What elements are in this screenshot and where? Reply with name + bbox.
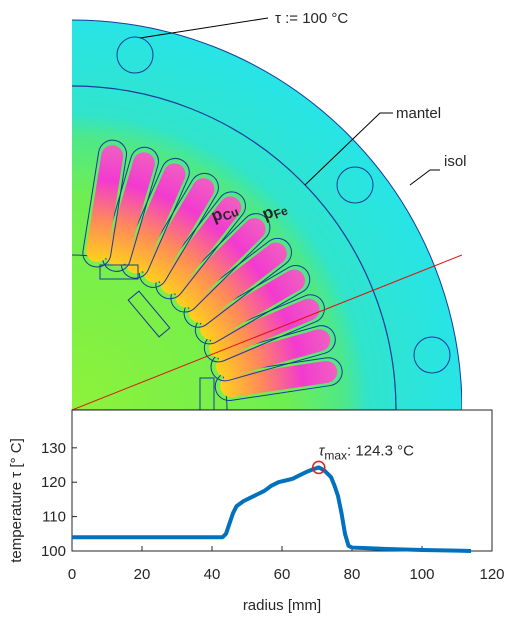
slot: [155, 191, 246, 300]
radius-line: [72, 254, 462, 410]
slot-heat: [200, 269, 306, 340]
hole: [116, 36, 154, 74]
channel: [99, 264, 139, 280]
slot-heat: [220, 361, 338, 398]
slot: [183, 237, 292, 328]
y-tick-label: 120: [41, 474, 66, 491]
leader: [409, 169, 440, 186]
stator-disc: [72, 20, 462, 410]
slot-heat: [188, 242, 287, 323]
slot-outline: [183, 237, 292, 328]
slot-outline: [210, 325, 336, 382]
slot-outline: [82, 139, 128, 268]
slot-outline: [101, 146, 159, 272]
slot: [138, 172, 219, 288]
slot: [214, 357, 343, 401]
hole: [413, 336, 451, 374]
slot-heat: [125, 163, 186, 274]
mantel-boundary: [72, 85, 397, 410]
axes: 0 20 40 60 80 100 120 100 110 120 130 radius [mm] te…: [8, 409, 505, 614]
p-sub: Fe: [272, 203, 291, 221]
channel: [127, 290, 171, 338]
slot-heat: [86, 145, 124, 262]
y-tick-label: 110: [42, 509, 66, 526]
p-cu-label: pCu: [208, 198, 240, 227]
slot-heat: [143, 178, 215, 283]
x-tick-label: 80: [344, 566, 361, 583]
x-tick-label: 40: [204, 566, 221, 583]
max-label: τmax: 124.3 °C: [319, 442, 414, 462]
y-tick-label: 100: [41, 543, 66, 560]
slot-heat: [106, 152, 155, 267]
x-tick-label: 0: [68, 566, 76, 583]
x-axis-label: radius [mm]: [243, 597, 321, 614]
slot-outline: [214, 357, 343, 401]
slot-outline: [194, 265, 311, 345]
slot-outline: [138, 172, 219, 288]
slot: [170, 213, 271, 313]
slot-heat: [175, 218, 266, 308]
slot: [194, 265, 311, 345]
slot-outline: [120, 157, 190, 279]
isol-label: isol: [444, 153, 467, 170]
slot-heat: [209, 298, 320, 359]
x-tick-label: 120: [479, 566, 504, 583]
slot-outline: [170, 213, 271, 313]
mantel-label: mantel: [396, 105, 441, 122]
max-text: : 124.3 °C: [347, 442, 414, 459]
slot: [210, 325, 336, 382]
thermal-field: [72, 19, 462, 410]
tau-ref-label: τ := 100 °C: [275, 10, 348, 27]
isol-boundary: [72, 19, 462, 410]
channel: [199, 377, 215, 410]
slot: [120, 157, 190, 279]
temperature-line: [72, 465, 472, 553]
max-sub: max: [324, 448, 347, 462]
slot-outline: [203, 294, 325, 363]
y-axis-label: temperature τ [° C]: [8, 438, 25, 562]
x-tick-label: 60: [274, 566, 291, 583]
slot: [82, 139, 128, 268]
slot-outline: [155, 191, 246, 300]
slot-heat: [160, 196, 242, 295]
leader: [304, 112, 393, 186]
p-fe-label: pFe: [259, 197, 290, 226]
hole: [336, 166, 374, 204]
max-symbol: τ: [319, 442, 326, 459]
y-tick-label: 130: [41, 440, 66, 457]
slot: [101, 146, 159, 272]
leader: [139, 17, 269, 39]
max-marker: [312, 460, 326, 475]
x-tick-label: 100: [409, 566, 434, 583]
p-sub: Cu: [221, 205, 241, 224]
slot: [203, 294, 325, 363]
slot-heat: [215, 329, 331, 378]
x-tick-label: 20: [134, 566, 151, 583]
